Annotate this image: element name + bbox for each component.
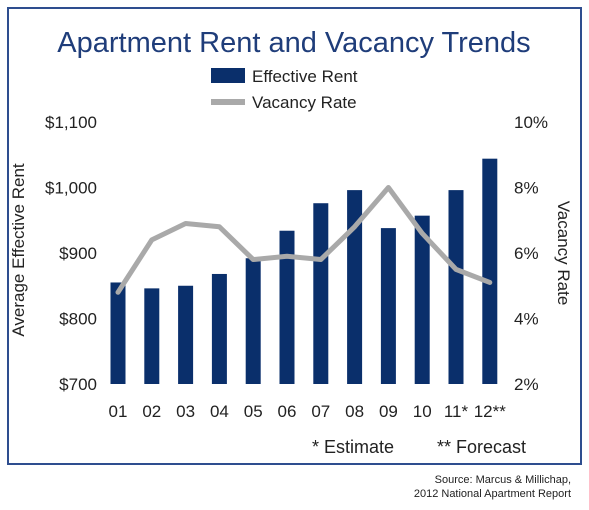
y2-tick-label: 2% xyxy=(514,375,539,394)
forecast-note: ** Forecast xyxy=(437,437,526,457)
x-tick-label: 04 xyxy=(210,402,229,421)
rent-bar-04 xyxy=(211,273,227,384)
rent-bar-05 xyxy=(245,258,261,384)
chart-title: Apartment Rent and Vacancy Trends xyxy=(57,27,530,59)
rent-bar-09 xyxy=(380,228,396,384)
y-tick-label: $700 xyxy=(59,375,97,394)
rent-bar-12 xyxy=(482,158,498,384)
x-tick-label: 12** xyxy=(474,402,507,421)
rent-bar-07 xyxy=(313,203,329,384)
rent-bar-11 xyxy=(448,190,464,384)
y-axis-title: Average Effective Rent xyxy=(9,163,28,337)
x-tick-label: 11* xyxy=(444,402,469,421)
y2-axis-title: Vacancy Rate xyxy=(554,201,573,306)
y-tick-label: $800 xyxy=(59,310,97,329)
x-tick-label: 10 xyxy=(413,402,432,421)
y-tick-label: $900 xyxy=(59,244,97,263)
vacancy-rate-line xyxy=(115,185,493,295)
y2-tick-label: 10% xyxy=(514,113,548,132)
legend-rent-swatch xyxy=(211,68,245,83)
legend-vacancy-label: Vacancy Rate xyxy=(252,93,357,112)
rent-bar-06 xyxy=(279,230,295,384)
x-tick-label: 09 xyxy=(379,402,398,421)
source-line-2: 2012 National Apartment Report xyxy=(413,488,571,500)
rent-bar-03 xyxy=(178,285,194,384)
rent-bar-08 xyxy=(347,190,363,384)
y2-tick-label: 4% xyxy=(514,310,539,329)
source-line-1: Source: Marcus & Millichap, xyxy=(434,474,571,486)
y-axis-ticks: $700 $800 $900 $1,000 $1,100 xyxy=(45,113,97,394)
x-tick-label: 07 xyxy=(311,402,330,421)
x-tick-label: 03 xyxy=(176,402,195,421)
x-tick-label: 05 xyxy=(244,402,263,421)
rent-bar-01 xyxy=(110,282,126,384)
y-tick-label: $1,000 xyxy=(45,179,97,198)
y2-axis-ticks: 2% 4% 6% 8% 10% xyxy=(514,113,548,394)
legend-rent-label: Effective Rent xyxy=(252,67,358,86)
rent-bars xyxy=(110,158,498,384)
x-tick-label: 01 xyxy=(109,402,128,421)
estimate-note: * Estimate xyxy=(312,437,394,457)
x-tick-label: 06 xyxy=(278,402,297,421)
rent-bar-10 xyxy=(414,215,430,384)
rent-bar-02 xyxy=(144,288,160,384)
chart: Apartment Rent and Vacancy Trends Effect… xyxy=(9,27,573,457)
y2-tick-label: 6% xyxy=(514,244,539,263)
y-tick-label: $1,100 xyxy=(45,113,97,132)
y2-tick-label: 8% xyxy=(514,179,539,198)
source-citation: Source: Marcus & Millichap, 2012 Nationa… xyxy=(414,473,571,501)
x-axis-ticks: 01 02 03 04 05 06 07 08 09 10 11* 12** xyxy=(109,402,507,421)
x-tick-label: 08 xyxy=(345,402,364,421)
x-tick-label: 02 xyxy=(142,402,161,421)
